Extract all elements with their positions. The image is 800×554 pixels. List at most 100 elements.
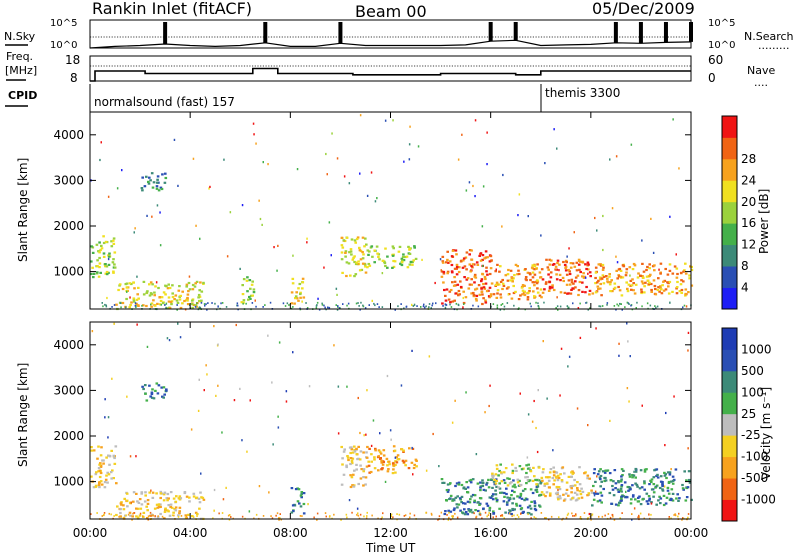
scatter-cell <box>509 269 513 272</box>
scatter-cell <box>499 265 502 268</box>
scatter-cell <box>130 301 133 304</box>
scatter-cell <box>103 512 106 514</box>
scatter-cell <box>177 184 179 187</box>
scatter-cell <box>156 178 159 181</box>
scatter-cell <box>351 484 354 487</box>
scatter-cell <box>510 512 513 516</box>
freq-tick-max: 18 <box>65 53 80 67</box>
scatter-cell <box>340 251 344 254</box>
scatter-cell <box>588 512 591 516</box>
scatter-cell <box>92 272 96 275</box>
scatter-cell <box>103 513 105 516</box>
scatter-cell <box>681 487 685 490</box>
scatter-cell <box>112 242 116 245</box>
scatter-cell <box>630 304 632 307</box>
scatter-cell <box>414 257 418 260</box>
scatter-cell <box>484 282 488 285</box>
scatter-cell <box>368 250 371 253</box>
scatter-cell <box>597 279 600 282</box>
scatter-cell <box>446 270 450 273</box>
scatter-cell <box>144 392 147 395</box>
scatter-cell <box>482 283 485 286</box>
scatter-cell <box>404 459 408 462</box>
scatter-cell <box>592 498 596 501</box>
scatter-cell <box>618 354 620 357</box>
scatter-cell <box>442 305 444 307</box>
scatter-cell <box>624 306 626 308</box>
scatter-cell <box>183 299 186 303</box>
nsky-spike <box>338 22 343 44</box>
scatter-cell <box>597 263 601 266</box>
scatter-cell <box>547 486 551 489</box>
colorbar-swatch <box>722 370 737 393</box>
scatter-cell <box>650 217 652 220</box>
scatter-cell <box>441 481 444 484</box>
colorbar-swatch <box>722 435 737 458</box>
scatter-cell <box>246 290 249 293</box>
noise-tick-bottom-right: 10^0 <box>708 40 735 51</box>
scatter-cell <box>149 281 153 284</box>
scatter-cell <box>366 266 369 269</box>
scatter-cell <box>479 514 482 516</box>
scatter-cell <box>610 279 613 282</box>
scatter-cell <box>659 272 662 275</box>
scatter-cell <box>153 291 156 294</box>
scatter-cell <box>602 487 605 491</box>
scatter-cell <box>449 494 453 497</box>
scatter-cell <box>449 510 453 513</box>
scatter-cell <box>520 507 524 510</box>
scatter-cell <box>296 500 300 503</box>
scatter-cell <box>400 257 404 260</box>
x-tick-label: 00:00 <box>674 526 709 540</box>
scatter-cell <box>368 264 372 267</box>
scatter-cell <box>382 449 386 452</box>
scatter-cell <box>570 281 574 284</box>
scatter-cell <box>678 167 680 170</box>
scatter-cell <box>557 309 559 311</box>
scatter-cell <box>519 494 523 497</box>
scatter-cell <box>641 404 643 407</box>
scatter-cell <box>558 269 560 272</box>
scatter-cell <box>153 304 157 307</box>
scatter-cell <box>249 294 253 297</box>
scatter-cell <box>527 463 530 466</box>
scatter-cell <box>141 189 144 192</box>
scatter-cell <box>323 266 325 269</box>
x-tick-label: 04:00 <box>173 526 208 540</box>
scatter-cell <box>397 458 401 461</box>
scatter-cell <box>444 299 448 302</box>
scatter-cell <box>156 392 160 395</box>
scatter-cell <box>404 514 407 517</box>
scatter-cell <box>336 293 338 296</box>
scatter-cell <box>400 263 404 267</box>
scatter-cell <box>321 302 323 305</box>
scatter-cell <box>110 449 113 452</box>
scatter-cell <box>613 305 616 307</box>
scatter-cell <box>381 516 383 519</box>
scatter-cell <box>592 484 595 488</box>
scatter-cell <box>398 513 401 516</box>
scatter-cell <box>354 273 358 276</box>
scatter-cell <box>233 399 236 402</box>
scatter-cell <box>557 486 561 489</box>
scatter-cell <box>481 481 485 484</box>
scatter-cell <box>629 488 632 491</box>
scatter-cell <box>357 482 360 486</box>
scatter-cell <box>217 305 219 308</box>
scatter-cell <box>568 247 570 250</box>
scatter-cell <box>251 280 254 283</box>
scatter-cell <box>355 468 358 471</box>
scatter-cell <box>493 478 496 481</box>
scatter-cell <box>162 396 165 399</box>
scatter-cell <box>151 388 154 391</box>
scatter-cell <box>573 231 575 234</box>
scatter-cell <box>115 303 118 306</box>
scatter-cell <box>547 268 550 271</box>
scatter-cell <box>606 277 609 280</box>
scatter-cell <box>367 460 370 463</box>
scatter-cell <box>113 322 115 325</box>
scatter-cell <box>602 282 606 285</box>
scatter-cell <box>569 498 573 501</box>
scatter-cell <box>318 308 321 311</box>
